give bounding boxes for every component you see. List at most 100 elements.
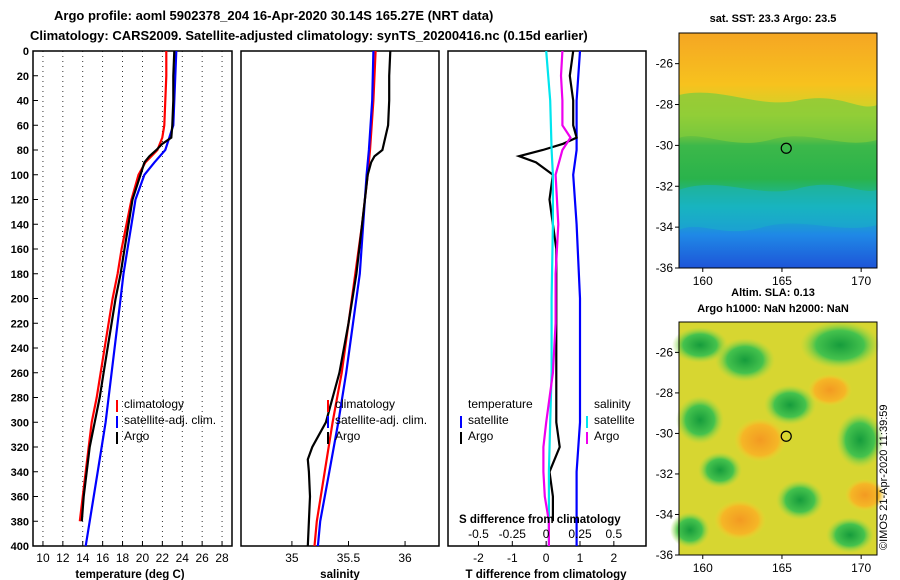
legend-satellite-swatch: [116, 416, 118, 428]
sla-map-title: Altim. SLA: 0.13: [731, 287, 815, 299]
s-difference-xlabel: S difference from climatology: [459, 514, 621, 526]
map-y-tick-label: -32: [656, 179, 674, 193]
y-tick-label: 200: [11, 294, 29, 306]
legend-s-satellite: satellite: [594, 413, 635, 427]
series-argo: [80, 50, 176, 522]
x-tick-label: 14: [76, 551, 90, 565]
y-tick-label: 320: [11, 442, 29, 454]
y-tick-label: 40: [17, 96, 29, 108]
map-y-tick-label: -32: [656, 467, 674, 481]
map-y-tick-label: -30: [656, 138, 674, 152]
legend-satellite-swatch: [327, 416, 329, 428]
y-tick-label: 60: [17, 120, 29, 132]
s-diff-tick-label: 0.25: [568, 527, 592, 541]
map-x-tick-label: 165: [772, 274, 792, 288]
map-y-tick-label: -26: [656, 57, 674, 71]
series-s-argo: [542, 50, 572, 546]
legend-climatology-swatch: [116, 400, 118, 412]
difference-legend: temperature satellite Argo salinity sate…: [460, 397, 635, 444]
map-y-tick-label: -34: [656, 220, 674, 234]
map-x-tick-label: 170: [851, 274, 871, 288]
sla-map-subtitle: Argo h1000: NaN h2000: NaN: [697, 303, 849, 315]
map-x-tick-label: 160: [693, 274, 713, 288]
x-tick-label: 2: [611, 551, 618, 565]
map-y-tick-label: -34: [656, 507, 674, 521]
map-y-tick-label: -28: [656, 98, 674, 112]
legend-temperature-title: temperature: [468, 397, 533, 411]
map-y-tick-label: -26: [656, 345, 674, 359]
legend-t-argo-swatch: [460, 432, 462, 444]
x-tick-label: 26: [195, 551, 209, 565]
s-diff-tick-label: 0: [543, 527, 550, 541]
y-tick-label: 360: [11, 492, 29, 504]
legend-satellite: satellite-adj. clim.: [124, 413, 216, 427]
y-tick-label: 260: [11, 368, 29, 380]
temperature-xlabel: temperature (deg C): [75, 569, 184, 580]
sst-map-title: sat. SST: 23.3 Argo: 23.5: [710, 13, 837, 25]
legend-climatology: climatology: [124, 397, 184, 411]
x-tick-label: 35.5: [337, 551, 361, 565]
x-tick-label: 35: [285, 551, 299, 565]
series-t-satellite: [572, 50, 582, 546]
legend-satellite: satellite-adj. clim.: [335, 413, 427, 427]
legend-climatology-swatch: [327, 400, 329, 412]
imos-footer: ©IMOS 21-Apr-2020 11:39:59: [878, 404, 890, 550]
map-x-tick-label: 170: [851, 561, 871, 575]
sla-map-frame: [678, 321, 878, 556]
map-x-tick-label: 160: [693, 561, 713, 575]
legend-s-argo: Argo: [594, 429, 620, 443]
sla-argo-position-marker: [780, 430, 792, 442]
y-tick-label: 120: [11, 195, 29, 207]
y-tick-label: 100: [11, 170, 29, 182]
series-argo: [306, 50, 392, 547]
series-satellite-adj-clim-: [316, 50, 375, 547]
x-tick-label: 10: [36, 551, 50, 565]
legend-climatology: climatology: [335, 397, 395, 411]
salinity-legend: climatology satellite-adj. clim. Argo: [327, 397, 427, 444]
s-diff-tick-label: 0.5: [606, 527, 623, 541]
x-tick-label: -2: [473, 551, 484, 565]
x-tick-label: 28: [215, 551, 229, 565]
legend-t-satellite: satellite: [468, 413, 509, 427]
x-tick-label: 20: [136, 551, 150, 565]
map-y-tick-label: -36: [656, 261, 674, 275]
legend-argo-swatch: [116, 432, 118, 444]
t-difference-xlabel: T difference from climatology: [465, 569, 627, 580]
y-tick-label: 160: [11, 244, 29, 256]
temperature-plot-frame: [32, 50, 233, 547]
legend-argo: Argo: [124, 429, 150, 443]
temperature-legend: climatology satellite-adj. clim. Argo: [116, 397, 216, 444]
x-tick-label: 16: [96, 551, 110, 565]
salinity-plot-frame: [240, 50, 440, 547]
x-tick-label: 12: [56, 551, 70, 565]
difference-plot-frame: [447, 50, 647, 547]
legend-argo: Argo: [335, 429, 361, 443]
y-tick-label: 340: [11, 467, 29, 479]
x-tick-label: -1: [507, 551, 518, 565]
map-x-tick-label: 165: [772, 561, 792, 575]
map-y-tick-label: -30: [656, 426, 674, 440]
s-diff-tick-label: -0.5: [468, 527, 489, 541]
title-line-2: Climatology: CARS2009. Satellite-adjuste…: [30, 28, 588, 43]
legend-s-argo-swatch: [586, 432, 588, 444]
x-tick-label: 1: [577, 551, 584, 565]
y-tick-label: 380: [11, 516, 29, 528]
y-tick-label: 240: [11, 343, 29, 355]
sst-map-frame: [678, 32, 878, 269]
salinity-xlabel: salinity: [320, 569, 360, 580]
map-y-tick-label: -28: [656, 386, 674, 400]
x-tick-label: 22: [156, 551, 170, 565]
sla-map-image: [670, 321, 885, 555]
legend-t-satellite-swatch: [460, 416, 462, 428]
legend-s-satellite-swatch: [586, 416, 588, 428]
y-tick-label: 0: [23, 46, 29, 58]
x-tick-label: 36: [398, 551, 412, 565]
legend-salinity-title: salinity: [594, 397, 631, 411]
y-tick-label: 140: [11, 219, 29, 231]
y-tick-label: 20: [17, 71, 29, 83]
title-line-1: Argo profile: aoml 5902378_204 16-Apr-20…: [54, 8, 494, 23]
x-tick-label: 18: [116, 551, 130, 565]
sst-argo-position-marker: [780, 142, 792, 154]
legend-t-argo: Argo: [468, 429, 494, 443]
s-diff-tick-label: -0.25: [499, 527, 527, 541]
